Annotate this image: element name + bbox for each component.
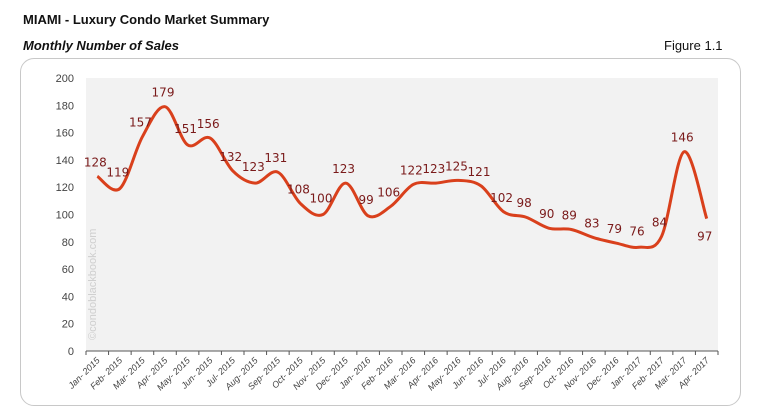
data-label: 157 [129,116,152,130]
data-label: 84 [652,215,667,229]
data-label: 79 [607,222,622,236]
data-label: 128 [84,155,107,169]
data-label: 123 [242,160,265,174]
y-tick-label: 40 [62,291,74,303]
data-label: 179 [152,86,175,100]
data-label: 97 [697,230,712,244]
chart-subtitle: Monthly Number of Sales [23,38,180,53]
y-tick-label: 60 [62,264,74,276]
data-label: 121 [468,165,491,179]
data-label: 122 [400,163,423,177]
data-label: 119 [106,166,129,180]
data-label: 151 [174,122,197,136]
plot-area [86,78,718,351]
y-tick-label: 160 [56,128,74,140]
series-line [96,105,709,250]
data-label: 132 [219,150,242,164]
figure-label: Figure 1.1 [664,38,723,53]
watermark: ©condoblackbook.com [87,229,99,340]
data-label: 146 [671,131,694,145]
data-label: 156 [197,117,220,131]
y-tick-label: 200 [56,73,74,85]
y-tick-label: 20 [62,319,74,331]
data-label: 90 [539,207,554,221]
data-label: 89 [562,209,577,223]
y-tick-label: 180 [56,100,74,112]
data-label: 102 [490,191,513,205]
data-label: 123 [332,162,355,176]
y-tick-label: 0 [68,346,74,358]
data-label: 83 [584,217,599,231]
chart-frame [20,58,741,406]
data-label: 108 [287,183,310,197]
data-label: 125 [445,159,468,173]
data-label: 131 [264,151,287,165]
data-label: 99 [359,193,374,207]
y-tick-label: 100 [56,210,74,222]
y-tick-label: 140 [56,155,74,167]
y-tick-label: 120 [56,182,74,194]
data-label: 100 [310,192,333,206]
data-label: 106 [377,185,400,199]
page-title: MIAMI - Luxury Condo Market Summary [23,12,270,27]
y-tick-label: 80 [62,237,74,249]
data-label: 98 [517,196,532,210]
data-label: 123 [422,162,445,176]
data-label: 76 [629,224,644,238]
